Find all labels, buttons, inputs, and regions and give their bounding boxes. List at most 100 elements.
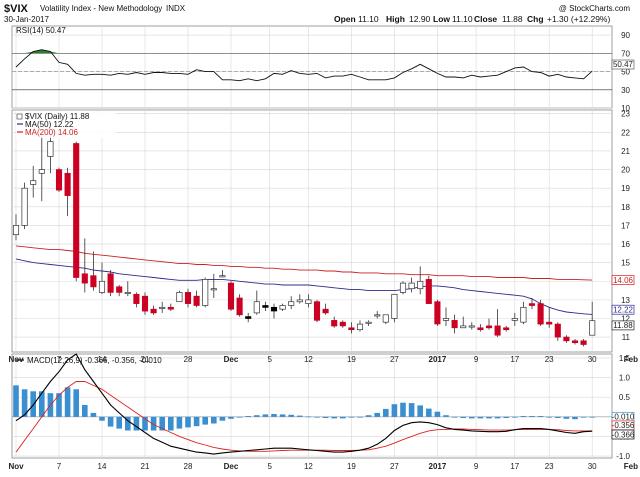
x-tick-label: 2017 xyxy=(429,355,447,364)
y-tick-label: 70 xyxy=(621,49,630,58)
x-tick-label: 2017 xyxy=(429,462,447,471)
candle xyxy=(391,293,398,323)
macd-legend-label: MACD(12,26,9) -0.366, -0.356, -0.010 xyxy=(27,356,162,365)
candle-body xyxy=(90,275,97,288)
x-tick-label: 23 xyxy=(545,355,554,364)
y-tick-label: 12 xyxy=(621,314,630,323)
candle xyxy=(64,167,71,217)
candle xyxy=(589,301,596,336)
candle-body xyxy=(571,340,579,344)
close-value: 11.88 xyxy=(502,14,523,24)
y-tick-label: 23 xyxy=(621,110,630,119)
candle-body xyxy=(365,321,372,324)
candle-body xyxy=(563,336,570,342)
x-tick-label: 14 xyxy=(98,355,107,364)
candle-body xyxy=(554,323,561,338)
low-label: Low xyxy=(433,14,450,24)
macd-legend: MACD(12,26,9) -0.366, -0.356, -0.010 xyxy=(16,356,162,365)
x-tick-label: Dec xyxy=(224,355,239,364)
candle xyxy=(116,284,123,297)
candle-body xyxy=(460,325,467,329)
x-tick-label: 19 xyxy=(347,462,356,471)
macd-hist-bar xyxy=(348,416,355,418)
candle xyxy=(210,273,217,299)
candle xyxy=(554,322,561,341)
y-tick-label: 13 xyxy=(621,296,630,305)
macd-hist-bar xyxy=(357,416,363,418)
candle xyxy=(451,314,458,334)
macd-hist-bar xyxy=(159,416,165,431)
chart-header: $VIX Volatility Index - New Methodology … xyxy=(4,3,630,24)
y-tick-label: 15 xyxy=(621,259,630,268)
y-tick-label: 17 xyxy=(621,221,630,230)
candle-body xyxy=(374,314,381,317)
macd-hist-bar xyxy=(322,416,329,418)
macd-panel: -1.0-0.50.00.51.01.5 MACD(12,26,9) -0.36… xyxy=(11,353,635,461)
macd-hist-bar xyxy=(133,416,140,431)
macd-hist-bar xyxy=(520,416,527,417)
macd-hist-bar xyxy=(236,416,243,418)
high-value: 12.90 xyxy=(409,14,431,24)
macd-hist-bar xyxy=(168,416,174,431)
macd-hist-bar xyxy=(512,416,518,418)
macd-value-label: -0.366 xyxy=(612,430,635,439)
macd-hist-bar xyxy=(99,416,105,421)
macd-hist-bar xyxy=(297,415,303,417)
watermark: @ StockCharts.com xyxy=(559,4,631,13)
candle-body xyxy=(21,187,28,226)
candle xyxy=(124,281,131,297)
chg-value: +1.30 (+12.29%) xyxy=(547,14,610,24)
candle-body xyxy=(331,320,338,327)
price-legend: $VIX (Daily) 11.88 MA(50) 12.22 MA(200) … xyxy=(16,111,116,138)
macd-hist-bar xyxy=(503,416,509,418)
candle xyxy=(434,299,441,326)
candle xyxy=(442,307,450,326)
candle xyxy=(176,290,183,303)
macd-hist-bar xyxy=(56,393,62,417)
candle xyxy=(98,262,106,295)
close-label: Close xyxy=(474,14,497,24)
candle xyxy=(563,335,570,343)
y-tick-label: 50 xyxy=(621,68,630,77)
x-tick-label: 17 xyxy=(510,462,519,471)
x-tick-label: 17 xyxy=(510,355,519,364)
candle xyxy=(425,275,432,304)
candle xyxy=(30,165,37,198)
candle-body xyxy=(494,325,501,336)
candle xyxy=(460,316,467,329)
candle xyxy=(520,301,527,325)
price-legend-bg xyxy=(16,111,116,138)
macd-hist-bar xyxy=(271,414,277,417)
candle-body xyxy=(124,292,131,294)
x-tick-label: 19 xyxy=(347,355,356,364)
candle-body xyxy=(150,308,157,314)
candle-body xyxy=(210,288,217,291)
x-tick-label: 9 xyxy=(474,462,479,471)
high-label: High xyxy=(386,14,405,24)
macd-hist-bar xyxy=(21,389,28,417)
macd-hist-bar xyxy=(580,416,587,418)
candle-body xyxy=(184,292,192,304)
candle-body xyxy=(322,308,329,314)
macd-hist-bar xyxy=(537,416,544,417)
candle xyxy=(202,277,209,308)
candle xyxy=(468,322,475,330)
rsi-value-box xyxy=(611,59,635,70)
ma200-value-box xyxy=(611,275,635,285)
candle xyxy=(571,338,579,345)
candle-body xyxy=(176,292,183,303)
x-tick-label: 27 xyxy=(390,462,399,471)
candle-body xyxy=(580,340,587,345)
price-value-tags: 14.06 12.22 11.88 xyxy=(611,275,635,331)
candle-body xyxy=(245,316,252,319)
candle-body xyxy=(30,180,37,185)
x-tick-label: 7 xyxy=(57,462,62,471)
y-tick-label: 20 xyxy=(621,166,630,175)
candle-body xyxy=(262,305,269,308)
security-name: Volatility Index - New Methodology xyxy=(40,4,162,13)
x-tick-label: 23 xyxy=(545,462,554,471)
x-tick-label: 14 xyxy=(98,462,107,471)
macd-hist-bar xyxy=(469,416,475,419)
macd-hist-bar xyxy=(572,416,578,420)
macd-hist-bar xyxy=(125,416,131,431)
